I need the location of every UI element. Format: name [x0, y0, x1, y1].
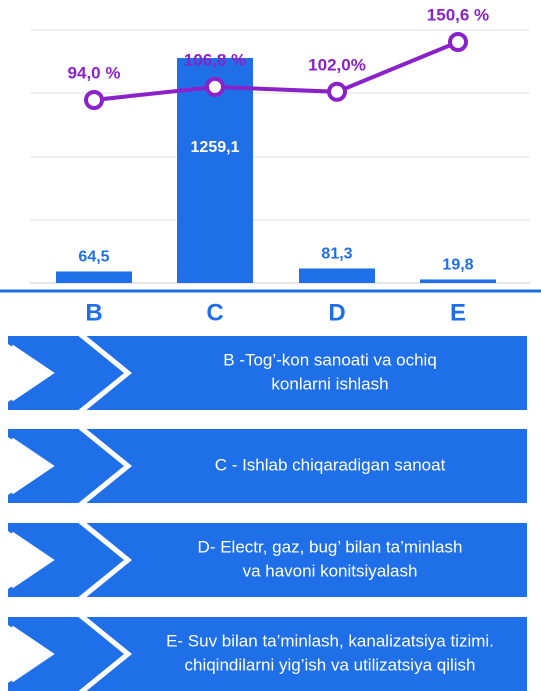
data-label: 81,3 [321, 246, 352, 263]
description-banner: D- Electr, gaz, bug’ bilan ta’minlash va … [8, 519, 527, 601]
banner-chevron [11, 625, 55, 683]
banner-chevron [78, 332, 132, 414]
line-point [327, 81, 347, 102]
description-text: D- Electr, gaz, bug’ bilan ta’minlash [198, 537, 463, 556]
line-point [84, 90, 104, 110]
line [93, 40, 459, 102]
grid [30, 29, 530, 221]
line-label: 106,8 % [184, 50, 246, 69]
line-label: 102,0% [308, 55, 366, 74]
bar [299, 268, 375, 283]
line-point [205, 76, 225, 97]
banner-chevron [78, 519, 132, 601]
line-label: 94,0 % [68, 63, 121, 82]
data-label: 1259,1 [191, 139, 240, 156]
data-label: 64,5 [78, 249, 109, 266]
description-text: C - Ishlab chiqaradigan sanoat [215, 455, 446, 474]
banner-chevron [11, 531, 55, 589]
description-text: va havoni konitsiyalash [243, 561, 418, 580]
banner-chevron [78, 613, 132, 691]
x-tick-label: D [328, 299, 345, 326]
banner-chevron [11, 437, 55, 495]
line-point [448, 32, 468, 52]
description-text: chiqindilarni yig’ish va utilizatsiya qi… [184, 655, 475, 674]
bar [56, 271, 132, 283]
banner-shape [8, 523, 527, 597]
x-tick-label: B [85, 299, 102, 326]
banner-chevron [78, 425, 132, 507]
description-text: E- Suv bilan ta’minlash, kanalizatsiya t… [166, 631, 494, 650]
description-text: B -Tog’-kon sanoati va ochiq [223, 350, 437, 369]
description-banner: C - Ishlab chiqaradigan sanoat [8, 425, 527, 507]
banner-shape [8, 429, 527, 503]
data-label: 19,8 [442, 257, 473, 274]
description-banner: E- Suv bilan ta’minlash, kanalizatsiya t… [8, 613, 527, 691]
banner-shape [8, 617, 527, 691]
bar [420, 279, 496, 283]
x-tick-label: C [206, 299, 223, 326]
banner-chevron [11, 344, 55, 402]
line-label: 150,6 % [427, 5, 489, 24]
banner-shape [8, 336, 527, 410]
description-text: konlarni ishlash [271, 374, 388, 393]
x-tick-label: E [450, 299, 466, 326]
description-banner: B -Tog’-kon sanoati va ochiq konlarni ish… [8, 332, 527, 414]
